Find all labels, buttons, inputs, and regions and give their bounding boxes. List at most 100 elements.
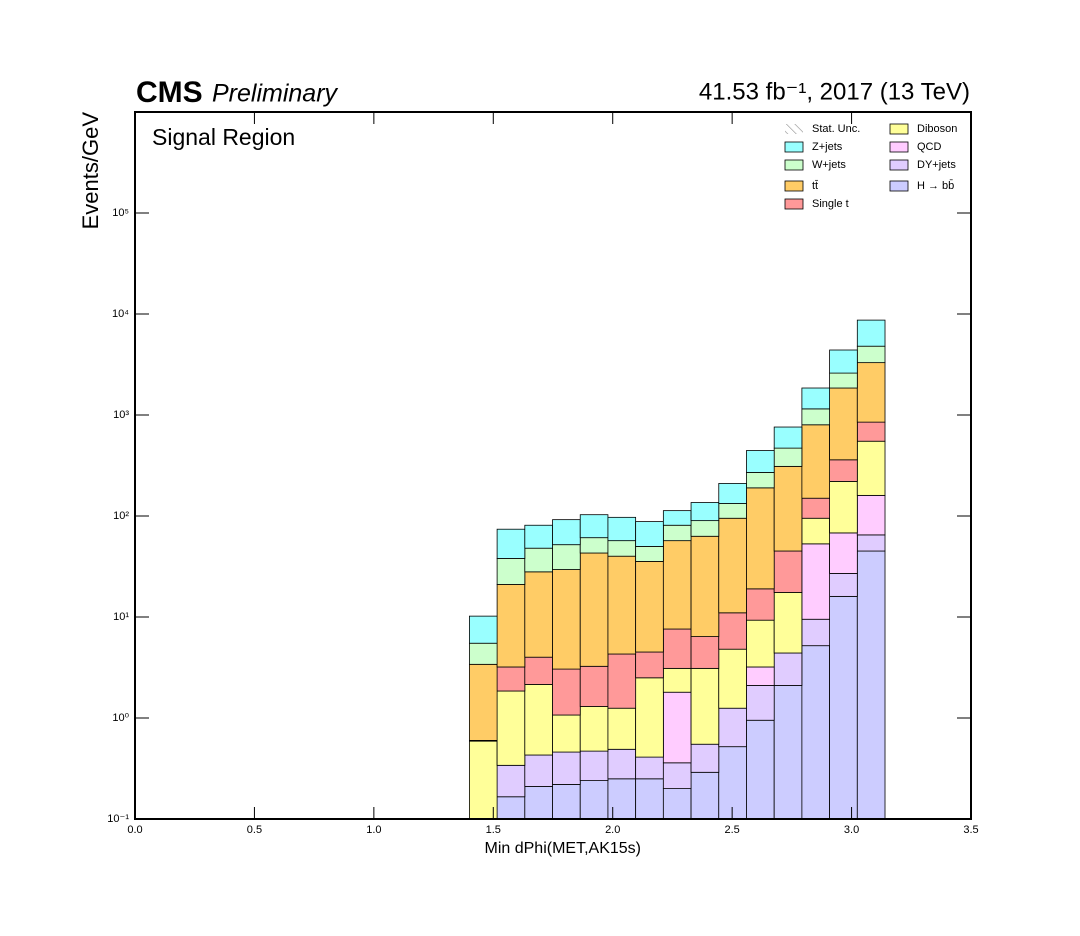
histogram-segment <box>690 667 720 745</box>
histogram-segment <box>690 771 720 820</box>
histogram-segment <box>746 588 775 621</box>
histogram-segment <box>746 685 775 721</box>
histogram-segment <box>856 534 886 552</box>
histogram-segment <box>801 387 830 410</box>
histogram-segment <box>524 684 553 756</box>
x-tick-label: 1.0 <box>366 824 381 836</box>
lumi-label: 41.53 fb⁻¹, 2017 (13 TeV) <box>699 78 970 105</box>
histogram-segment <box>773 652 803 686</box>
histogram-segment <box>607 778 637 820</box>
histogram-segment <box>496 796 526 820</box>
histogram-segment <box>607 555 637 655</box>
histogram-segment <box>662 788 692 820</box>
histogram-segment <box>552 544 581 570</box>
histogram-segment <box>524 524 553 549</box>
y-tick-label: 10² <box>113 510 129 522</box>
histogram-segment <box>635 756 664 780</box>
legend: Stat. Unc. Z+jets W+jets tt̄ Single t Diboson… <box>784 123 957 210</box>
histogram-segment <box>718 612 747 650</box>
histogram-segment <box>635 651 664 679</box>
y-axis-label: Events/GeV <box>78 112 103 230</box>
x-tick-label: 0.5 <box>247 824 262 836</box>
histogram-segment <box>579 665 609 707</box>
legend-label: Single t <box>812 198 849 210</box>
histogram-segment <box>496 584 526 668</box>
histogram-segment <box>468 642 498 665</box>
histogram-segment <box>607 707 637 750</box>
histogram-segment <box>579 780 609 820</box>
histogram-segment <box>662 762 692 789</box>
x-tick-label: 3.5 <box>963 824 978 836</box>
histogram-segment <box>856 494 886 536</box>
legend-swatch <box>784 141 804 153</box>
histogram-segment <box>801 517 830 545</box>
legend-label: H → bb̄ <box>917 179 954 192</box>
histogram-segment <box>579 750 609 781</box>
histogram-segment <box>552 668 581 716</box>
histogram-segment <box>662 628 692 669</box>
histogram-segment <box>524 547 553 573</box>
histogram-segment <box>856 550 886 820</box>
y-tick-label: 10³ <box>113 409 129 421</box>
legend-label: Diboson <box>917 123 957 135</box>
legend-label: W+jets <box>812 159 846 171</box>
histogram-segment <box>746 619 775 668</box>
histogram-segment <box>801 408 830 426</box>
histogram-segment <box>856 421 886 442</box>
histogram-segment <box>801 618 830 647</box>
legend-swatch <box>889 180 909 192</box>
histogram-segment <box>746 450 775 473</box>
y-tick-label: 10⁻¹ <box>107 813 129 825</box>
histogram-segment <box>552 714 581 753</box>
histogram-segment <box>801 645 830 820</box>
histogram-segment <box>746 719 775 820</box>
legend-swatch <box>889 159 909 171</box>
y-tick-label: 10¹ <box>113 611 129 623</box>
histogram-segment <box>496 666 526 692</box>
histogram-segment <box>690 502 720 522</box>
histogram-segment <box>718 517 747 614</box>
plot-frame <box>134 111 972 820</box>
histogram-segment <box>829 372 858 389</box>
histogram-segment <box>662 524 692 542</box>
x-tick-label: 3.0 <box>844 824 859 836</box>
histogram-segment <box>524 571 553 658</box>
histogram-segment <box>829 459 858 482</box>
histogram-segment <box>773 465 803 552</box>
histogram-segment <box>496 528 526 559</box>
histogram-segment <box>829 595 858 820</box>
y-tick-label: 10⁴ <box>112 308 129 320</box>
histogram-segment <box>718 648 747 709</box>
histogram-segment <box>690 636 720 669</box>
histogram-segment <box>468 615 498 644</box>
region-label: Signal Region <box>152 124 295 150</box>
histogram-segment <box>552 569 581 670</box>
histogram-segment <box>801 497 830 519</box>
y-tick-label: 10⁰ <box>112 712 129 724</box>
histogram-segment <box>746 472 775 489</box>
histogram-segment <box>773 447 803 467</box>
x-tick-label: 0.0 <box>127 824 142 836</box>
histogram-segment <box>524 754 553 787</box>
histogram-segment <box>552 751 581 785</box>
histogram-segment <box>468 740 498 820</box>
histogram-segment <box>635 521 664 547</box>
status-label: Preliminary <box>212 80 339 108</box>
histogram-segment <box>524 656 553 685</box>
legend-label: DY+jets <box>917 159 956 171</box>
legend-swatch <box>889 123 909 135</box>
y-tick-label: 10⁵ <box>112 207 129 219</box>
histogram-segment <box>552 784 581 820</box>
histogram-segment <box>773 550 803 593</box>
histogram-segment <box>607 653 637 709</box>
histogram-segment <box>662 691 692 764</box>
histogram-segment <box>829 481 858 534</box>
x-tick-label: 2.0 <box>605 824 620 836</box>
histogram-segment <box>718 746 747 820</box>
histogram-segment <box>718 707 747 748</box>
histogram-segment <box>690 535 720 637</box>
histogram-segment <box>635 546 664 562</box>
legend-label: QCD <box>917 141 942 153</box>
histogram-segment <box>579 537 609 554</box>
experiment-label: CMS <box>136 76 203 109</box>
